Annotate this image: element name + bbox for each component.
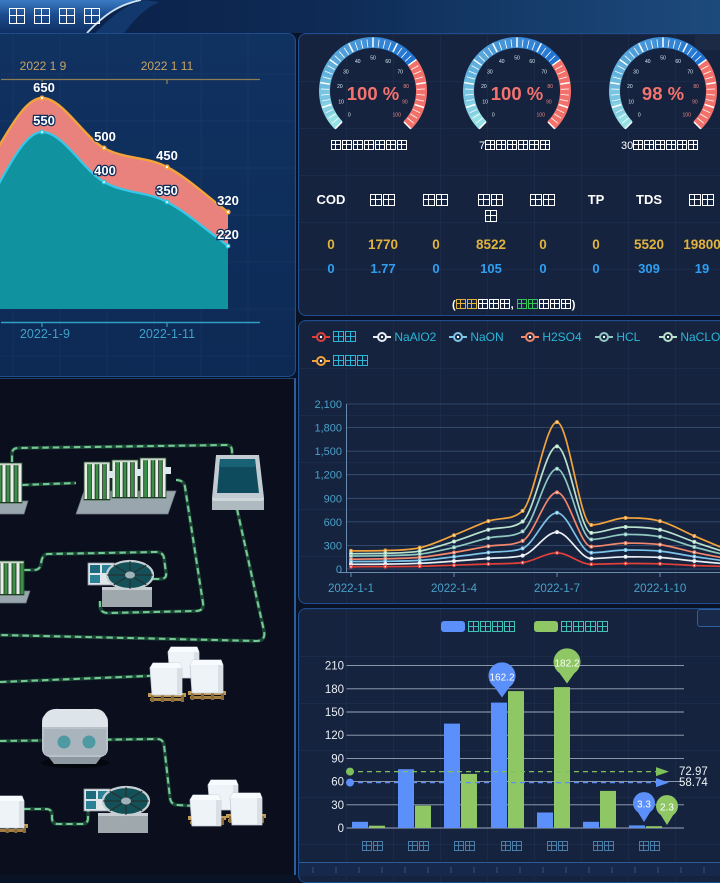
svg-text:20: 20	[627, 84, 633, 90]
svg-text:450: 450	[156, 148, 178, 163]
svg-text:2022-1-1: 2022-1-1	[328, 583, 374, 595]
svg-text:0: 0	[348, 113, 351, 119]
svg-text:30: 30	[331, 800, 344, 812]
svg-text:100: 100	[393, 113, 402, 119]
svg-text:10: 10	[482, 99, 488, 105]
svg-text:90: 90	[546, 99, 552, 105]
svg-text:40: 40	[645, 59, 651, 65]
svg-text:80: 80	[403, 84, 409, 90]
svg-text:400: 400	[94, 163, 116, 178]
svg-text:80: 80	[547, 84, 553, 90]
svg-text:650: 650	[33, 80, 55, 95]
svg-text:0: 0	[638, 113, 641, 119]
svg-text:2.3: 2.3	[660, 803, 674, 814]
svg-text:30: 30	[487, 69, 493, 75]
svg-text:3.3: 3.3	[637, 800, 651, 811]
svg-text:900: 900	[324, 493, 342, 505]
svg-text:2022-1-7: 2022-1-7	[534, 583, 580, 595]
svg-text:60: 60	[331, 777, 344, 789]
svg-text:120: 120	[325, 730, 344, 742]
svg-text:10: 10	[628, 99, 634, 105]
svg-text:150: 150	[325, 707, 344, 719]
svg-text:40: 40	[355, 59, 361, 65]
svg-text:2022-1-11: 2022-1-11	[139, 327, 195, 341]
svg-text:180: 180	[325, 684, 344, 696]
svg-text:210: 210	[325, 661, 344, 673]
svg-text:300: 300	[324, 540, 342, 552]
svg-text:80: 80	[693, 84, 699, 90]
svg-text:2022 1 11: 2022 1 11	[141, 59, 194, 73]
svg-text:100 %: 100 %	[347, 83, 399, 104]
svg-text:350: 350	[156, 183, 178, 198]
svg-text:30: 30	[633, 69, 639, 75]
svg-text:60: 60	[529, 59, 535, 65]
svg-text:1,800: 1,800	[314, 423, 342, 435]
svg-text:50: 50	[370, 56, 376, 62]
svg-text:320: 320	[217, 193, 239, 208]
svg-text:70: 70	[687, 69, 693, 75]
svg-text:60: 60	[385, 59, 391, 65]
svg-text:100: 100	[683, 113, 692, 119]
svg-text:40: 40	[499, 59, 505, 65]
svg-text:600: 600	[324, 517, 342, 529]
svg-text:500: 500	[94, 129, 116, 144]
svg-text:2022 1 9: 2022 1 9	[20, 59, 67, 73]
svg-text:182.2: 182.2	[554, 659, 579, 670]
svg-text:1,500: 1,500	[314, 446, 342, 458]
svg-text:550: 550	[33, 113, 55, 128]
svg-text:100 %: 100 %	[491, 83, 543, 104]
svg-text:162.2: 162.2	[489, 673, 514, 684]
svg-text:1,200: 1,200	[314, 470, 342, 482]
svg-text:20: 20	[481, 84, 487, 90]
svg-text:90: 90	[402, 99, 408, 105]
svg-text:100: 100	[537, 113, 546, 119]
svg-text:30: 30	[343, 69, 349, 75]
svg-text:70: 70	[397, 69, 403, 75]
svg-text:70: 70	[541, 69, 547, 75]
svg-text:2022-1-4: 2022-1-4	[431, 583, 478, 595]
svg-text:60: 60	[675, 59, 681, 65]
svg-text:2,100: 2,100	[314, 399, 342, 411]
svg-text:98 %: 98 %	[642, 83, 684, 104]
svg-text:0: 0	[492, 113, 495, 119]
svg-text:50: 50	[514, 56, 520, 62]
svg-text:50: 50	[660, 56, 666, 62]
svg-text:10: 10	[338, 99, 344, 105]
svg-text:20: 20	[337, 84, 343, 90]
svg-text:0: 0	[336, 564, 342, 576]
svg-text:90: 90	[331, 753, 344, 765]
svg-text:58.74: 58.74	[679, 777, 708, 789]
svg-text:0: 0	[338, 823, 344, 835]
svg-text:2022-1-9: 2022-1-9	[20, 327, 70, 341]
svg-text:90: 90	[692, 99, 698, 105]
svg-text:2022-1-10: 2022-1-10	[634, 583, 686, 595]
svg-text:220: 220	[217, 227, 239, 242]
